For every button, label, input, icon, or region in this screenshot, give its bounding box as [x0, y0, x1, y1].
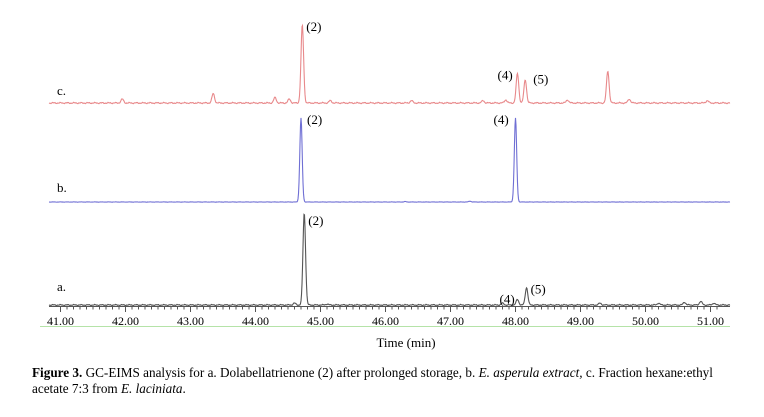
x-axis: 41.00 42.00 43.00 44.00 45.00 46.00 47.00 48.00… [40, 306, 730, 328]
series-labels-group: c. b. a. [57, 83, 67, 294]
caption-part-3: . [182, 381, 186, 396]
series-label-b: b. [57, 180, 67, 195]
caption-lead: Figure 3. [32, 365, 83, 380]
x-tick-label: 47.00 [437, 314, 464, 328]
x-tick-label: 44.00 [242, 314, 269, 328]
peak-label-a-2: (4) [500, 292, 515, 307]
series-label-c: c. [57, 83, 66, 98]
x-axis-label: Time (min) [376, 335, 435, 350]
x-tick-label: 43.00 [177, 314, 204, 328]
peak-label-a-1: (2) [308, 213, 323, 228]
caption-species-2: E. laciniata [120, 381, 183, 396]
caption-species-1: E. asperula extract, [478, 365, 583, 380]
peak-label-c-1: (2) [306, 19, 321, 34]
x-tick-label: 46.00 [372, 314, 399, 328]
series-label-a: a. [57, 279, 66, 294]
peak-label-c-2: (4) [498, 67, 513, 82]
x-tick-label: 41.00 [47, 314, 74, 328]
peak-label-c-3: (5) [533, 72, 548, 87]
peak-label-b-1: (2) [307, 112, 322, 127]
trace-c [48, 23, 731, 105]
chromatogram-chart: (2) (4) (5) (2) (4) (2) (4) (5) c. b. a. 41.00 42.… [40, 19, 731, 350]
peak-labels-group: (2) (4) (5) (2) (4) (2) (4) (5) [306, 19, 548, 307]
x-tick-label: 48.00 [502, 314, 529, 328]
x-tick-label: 49.00 [567, 314, 594, 328]
trace-a [48, 213, 731, 307]
x-tick-label: 45.00 [307, 314, 334, 328]
traces-group [48, 23, 731, 307]
caption-part-1: GC-EIMS analysis for a. Dolabellatrienon… [82, 365, 479, 380]
caption-part-2: c. Fraction hexane:ethyl acetate 7:3 fro… [32, 365, 713, 396]
peak-label-a-3: (5) [531, 282, 546, 297]
x-tick-label: 42.00 [112, 314, 139, 328]
peak-label-b-2: (4) [494, 112, 509, 127]
x-tick-label: 51.00 [697, 314, 724, 328]
x-tick-label: 50.00 [632, 314, 659, 328]
trace-b [48, 117, 731, 203]
figure-caption: Figure 3. GC-EIMS analysis for a. Dolabe… [32, 365, 744, 397]
